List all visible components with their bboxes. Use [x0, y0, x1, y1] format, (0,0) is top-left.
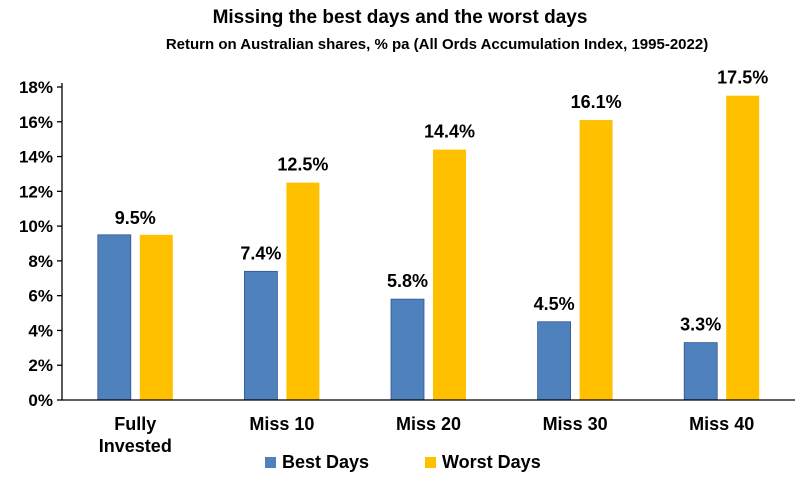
- y-tick-label: 2%: [28, 356, 53, 375]
- bars: [97, 95, 760, 401]
- bar-worst-days: [579, 120, 613, 401]
- y-tick-label: 8%: [28, 252, 53, 271]
- x-tick-label: Miss 10: [249, 414, 314, 434]
- data-label: 3.3%: [680, 315, 721, 335]
- data-label: 14.4%: [424, 122, 475, 142]
- bar-worst-days: [286, 182, 320, 400]
- data-labels: 9.5% 7.4% 12.5% 5.8% 14.4% 4.5% 16.1% 3.3% 17.5%: [115, 68, 768, 335]
- x-tick-label: Fully Invested: [99, 414, 172, 456]
- bar-best-days: [390, 298, 425, 401]
- bar-worst-days: [726, 95, 760, 400]
- legend-label: Worst Days: [442, 452, 541, 472]
- y-tick-label: 16%: [19, 113, 53, 132]
- chart-title: Missing the best days and the worst days: [213, 7, 588, 28]
- data-label: 5.8%: [387, 271, 428, 291]
- legend-swatch: [265, 457, 276, 468]
- chart-subtitle: Return on Australian shares, % pa (All O…: [166, 36, 708, 53]
- x-tick-label: Miss 20: [396, 414, 461, 434]
- x-tick-label: Miss 30: [543, 414, 608, 434]
- bar-best-days: [537, 321, 571, 401]
- bar-worst-days: [433, 149, 466, 400]
- data-label: 16.1%: [571, 92, 622, 112]
- bar-best-days: [243, 270, 278, 401]
- data-label: 17.5%: [717, 68, 768, 88]
- y-tick-label: 14%: [19, 148, 53, 167]
- data-label: 12.5%: [277, 155, 328, 175]
- data-label: 4.5%: [534, 294, 575, 314]
- y-tick-label: 4%: [28, 321, 53, 340]
- y-tick-label: 12%: [19, 182, 53, 201]
- y-tick-label: 18%: [19, 78, 53, 97]
- legend-swatch: [425, 457, 436, 468]
- data-label: 9.5%: [115, 208, 156, 228]
- bar-best-days: [683, 342, 718, 401]
- legend: Best Days Worst Days: [265, 452, 541, 472]
- bar-best-days: [97, 234, 132, 401]
- legend-label: Best Days: [282, 452, 369, 472]
- x-axis: Fully Invested Miss 10 Miss 20 Miss 30 Miss 4…: [62, 399, 795, 456]
- y-tick-label: 10%: [19, 217, 53, 236]
- y-tick-label: 6%: [28, 287, 53, 306]
- bar-worst-days: [139, 234, 173, 400]
- y-axis: 0% 2% 4% 6% 8% 10% 12% 14% 16% 18%: [19, 78, 63, 410]
- x-tick-label: Miss 40: [689, 414, 754, 434]
- y-tick-label: 0%: [28, 391, 53, 410]
- data-label: 7.4%: [240, 243, 281, 263]
